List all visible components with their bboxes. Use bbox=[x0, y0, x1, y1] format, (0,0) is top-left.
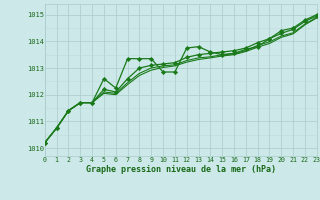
X-axis label: Graphe pression niveau de la mer (hPa): Graphe pression niveau de la mer (hPa) bbox=[86, 165, 276, 174]
